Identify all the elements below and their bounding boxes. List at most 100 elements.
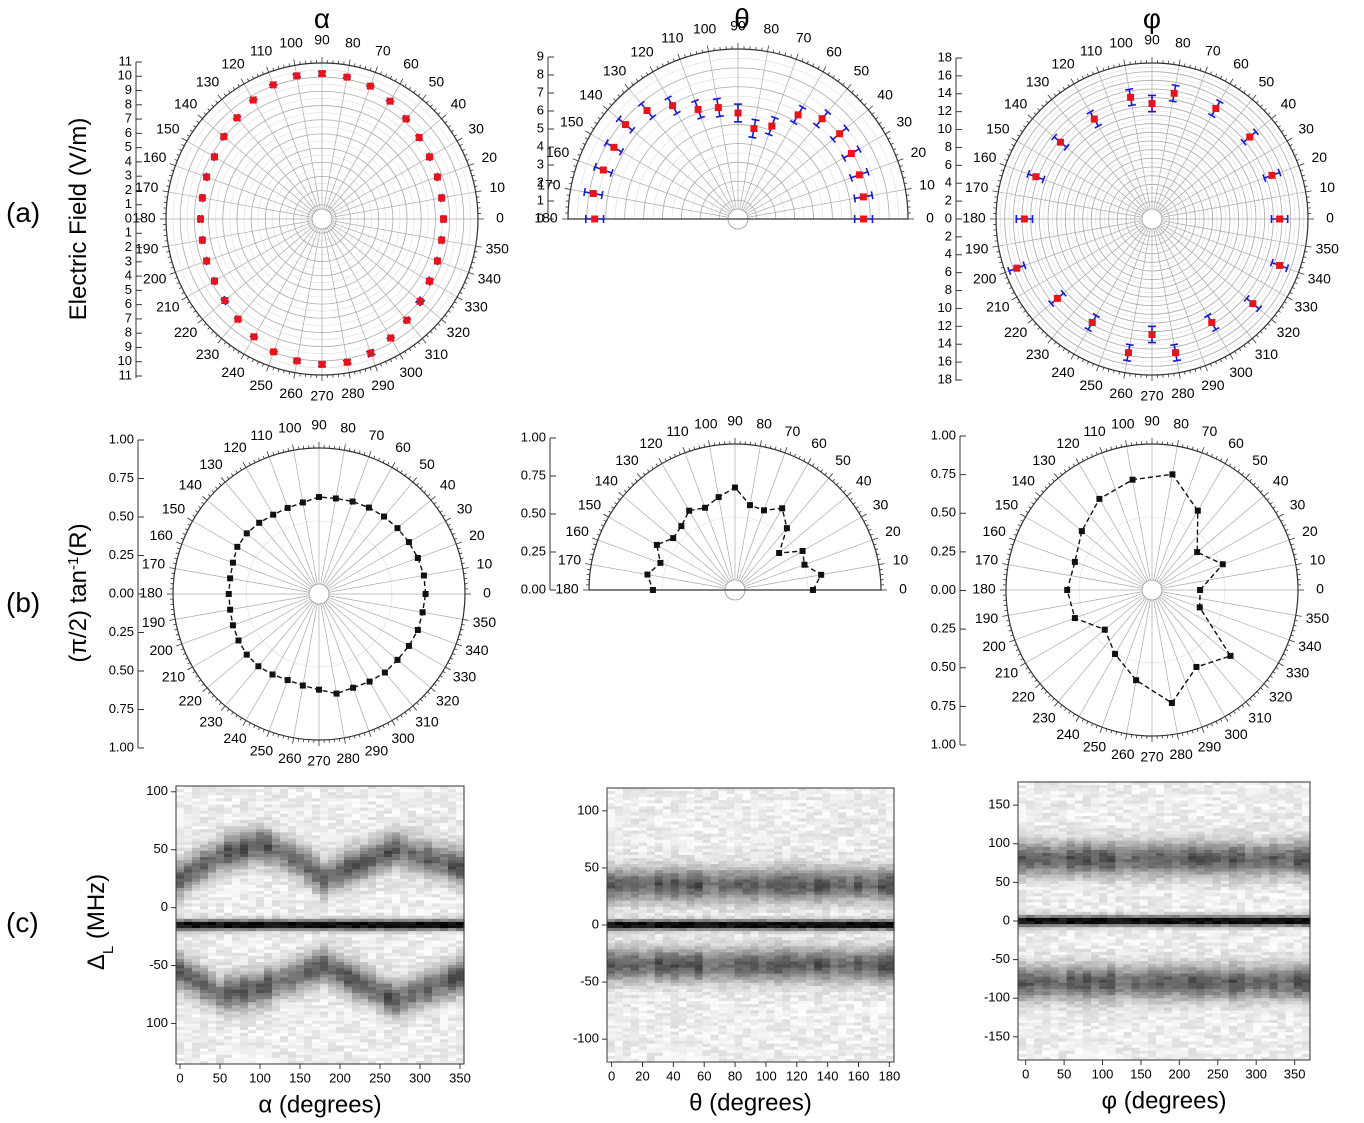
angle-tick-mark: [1006, 558, 1010, 561]
data-point: [269, 81, 277, 89]
heatmap-cell: [256, 798, 265, 803]
heatmap-cell: [184, 934, 193, 938]
heatmap-cell: [440, 1057, 449, 1062]
heatmap-cell: [344, 863, 353, 867]
angle-tick-mark: [1068, 466, 1071, 470]
heatmap-cell: [256, 928, 265, 932]
heatmap-cell: [336, 897, 345, 901]
angle-tick-label: 150: [162, 501, 186, 517]
heatmap-cell: [344, 909, 353, 914]
heatmap-cell: [376, 847, 385, 852]
heatmap-cell: [264, 974, 273, 979]
heatmap-cell: [176, 992, 185, 997]
heatmap-cell: [400, 968, 409, 972]
heatmap-cell: [416, 999, 425, 1003]
angle-tick-mark: [208, 494, 211, 497]
polar-center: [1141, 579, 1163, 601]
heatmap-cell: [328, 829, 337, 833]
heatmap-cell: [272, 853, 281, 858]
heatmap-cell: [360, 863, 369, 867]
heatmap-cell: [376, 971, 385, 976]
angle-tick-label: 140: [595, 473, 619, 489]
heatmap-cell: [184, 1020, 193, 1025]
heatmap-cell: [272, 958, 281, 963]
angle-tick-mark: [1303, 256, 1307, 258]
heatmap-cell: [176, 813, 185, 818]
angle-tick-mark: [266, 731, 270, 737]
angle-tick-mark: [1110, 446, 1113, 450]
data-point: [343, 358, 351, 366]
angle-tick-mark: [251, 75, 254, 79]
heatmap-cell: [240, 897, 249, 901]
angle-tick-label: 300: [1224, 726, 1248, 742]
heatmap-cell: [408, 792, 417, 796]
heatmap-cell: [256, 1017, 265, 1022]
data-point: [1249, 300, 1257, 308]
heatmap-cell: [312, 869, 321, 874]
heatmap-cell: [312, 823, 321, 827]
heatmap-cell: [248, 804, 257, 809]
heatmap-cell: [248, 816, 257, 821]
radial-tick-label: 0.75: [931, 466, 956, 481]
angle-tick-mark: [413, 90, 416, 94]
heatmap-cell: [424, 1060, 433, 1065]
heatmap-cell: [440, 900, 449, 904]
angle-tick-mark: [373, 729, 376, 733]
heatmap-cell: [360, 894, 369, 898]
heatmap-cell: [448, 906, 457, 911]
heatmap-cell: [368, 952, 377, 957]
angle-tick-mark: [1289, 537, 1295, 541]
angular-gridline: [684, 452, 732, 581]
heatmap-cell: [416, 940, 425, 945]
angle-tick-mark: [852, 502, 856, 505]
heatmap-cell: [328, 826, 337, 830]
polar-panel-b-theta: 0102030405060708090100110120130140150160…: [521, 413, 908, 601]
heatmap-cell: [224, 952, 233, 957]
heatmap-cell: [288, 931, 297, 935]
heatmap-cell: [216, 996, 225, 1000]
angle-tick-mark: [174, 159, 178, 161]
heatmap-cell: [368, 937, 377, 942]
angle-tick-mark: [390, 359, 393, 363]
heatmap-cell: [288, 977, 297, 982]
heatmap-cell: [240, 986, 249, 991]
heatmap-cell: [280, 937, 289, 942]
heatmap-cell: [344, 946, 353, 951]
angle-tick-mark: [684, 54, 686, 58]
heatmap-cell: [424, 813, 433, 818]
heatmap-cell: [296, 1057, 305, 1062]
heatmap-cell: [176, 977, 185, 982]
heatmap-cell: [440, 999, 449, 1003]
heatmap-cell: [200, 1030, 209, 1034]
angle-tick-label: 230: [196, 346, 220, 362]
data-point: [316, 493, 322, 500]
radial-tick-label: 4: [537, 138, 544, 153]
heatmap-cell: [208, 884, 217, 889]
heatmap-cell: [256, 971, 265, 976]
angle-tick-mark: [843, 490, 846, 493]
error-bar-cap: [1170, 343, 1179, 347]
heatmap-cell: [400, 807, 409, 812]
heatmap-cell: [312, 965, 321, 969]
angle-tick-mark: [219, 483, 222, 486]
heatmap-cell: [264, 1042, 273, 1047]
angle-tick-label: 130: [199, 456, 223, 472]
angle-tick-label: 20: [1302, 523, 1318, 539]
angle-tick-mark: [1034, 497, 1038, 501]
angle-tick-mark: [1105, 728, 1108, 732]
heatmap-cell: [312, 1011, 321, 1016]
heatmap-cell: [336, 1026, 345, 1031]
heatmap-cell: [352, 813, 361, 818]
heatmap-cell: [256, 838, 265, 843]
heatmap-cell: [336, 860, 345, 864]
heatmap-cell: [320, 1011, 329, 1016]
heatmap-cell: [352, 900, 361, 904]
heatmap-cell: [192, 992, 201, 997]
heatmap-cell: [312, 872, 321, 877]
angle-tick-label: 100: [694, 415, 718, 431]
heatmap-cell: [440, 1030, 449, 1034]
heatmap-cell: [320, 835, 329, 840]
heatmap-cell: [176, 965, 185, 969]
heatmap-cell: [384, 962, 393, 966]
angle-tick-mark: [672, 58, 675, 62]
